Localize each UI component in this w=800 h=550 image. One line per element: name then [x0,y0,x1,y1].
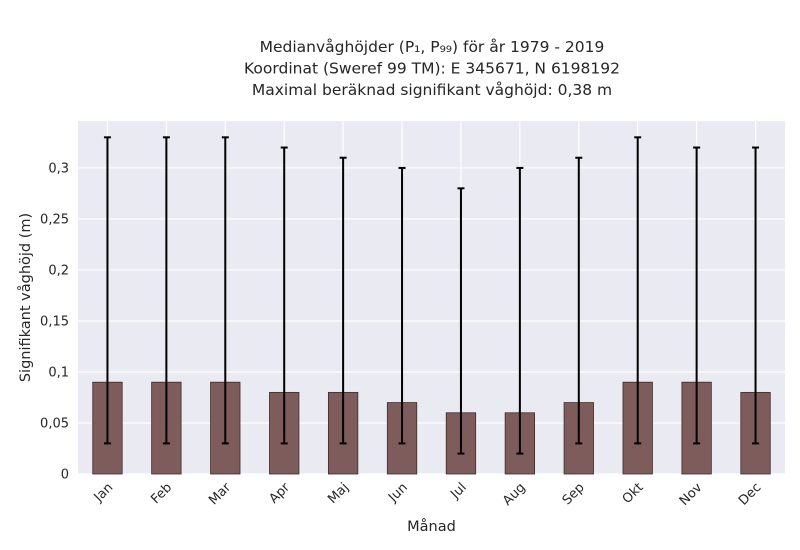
x-tick-label-dec: Dec [736,480,764,508]
y-tick-label: 0,1 [48,365,69,380]
x-tick-label-okt: Okt [620,480,647,507]
y-tick-label: 0 [61,468,69,483]
x-tick-label-maj: Maj [325,480,352,507]
x-tick-label-aug: Aug [500,480,529,509]
error-bar-dec [752,146,760,445]
error-bar-mar [221,136,229,445]
y-tick-label: 0,25 [40,212,69,227]
y-axis-ticks: 0 0,05 0,1 0,15 0,2 0,25 0,3 [40,161,69,482]
error-bar-jan [103,136,111,445]
error-bar-nov [693,146,701,445]
error-bar-sep [575,156,583,445]
x-axis-label: Månad [407,518,456,535]
y-axis-label: Signifikant våghöjd (m) [17,213,34,382]
error-bar-okt [634,136,642,445]
x-tick-label-sep: Sep [560,480,588,508]
error-bar-jun [398,166,406,445]
x-tick-label-mar: Mar [206,480,234,508]
error-bars [103,136,760,455]
error-bar-apr [280,146,288,445]
y-tick-label: 0,15 [40,314,69,329]
error-bar-feb [162,136,170,445]
y-tick-label: 0,05 [40,416,69,431]
title-line: Koordinat (Sweref 99 TM): E 345671, N 61… [244,60,620,78]
x-tick-label-jul: Jul [447,480,469,502]
plot-area [78,121,785,474]
x-tick-label-nov: Nov [677,480,706,509]
error-bar-aug [516,166,524,455]
x-tick-label-feb: Feb [148,480,175,507]
title-line: Maximal beräknad signifikant våghöjd: 0,… [252,81,612,99]
title-line: Medianvåghöjder (P₁, P₉₉) för år 1979 - … [260,38,605,56]
y-tick-label: 0,2 [48,263,69,278]
x-tick-label-jan: Jan [91,480,116,505]
x-axis-ticks: Jan Feb Mar Apr Maj Jun Jul Aug Sep Okt Nov Dec [91,480,765,509]
error-bar-maj [339,156,347,445]
chart-title: Medianvåghöjder (P₁, P₉₉) för år 1979 - … [244,38,620,99]
x-tick-label-jun: Jun [385,480,411,506]
y-tick-label: 0,3 [48,161,69,176]
error-bar-jul [457,187,465,455]
x-tick-label-apr: Apr [267,480,294,507]
